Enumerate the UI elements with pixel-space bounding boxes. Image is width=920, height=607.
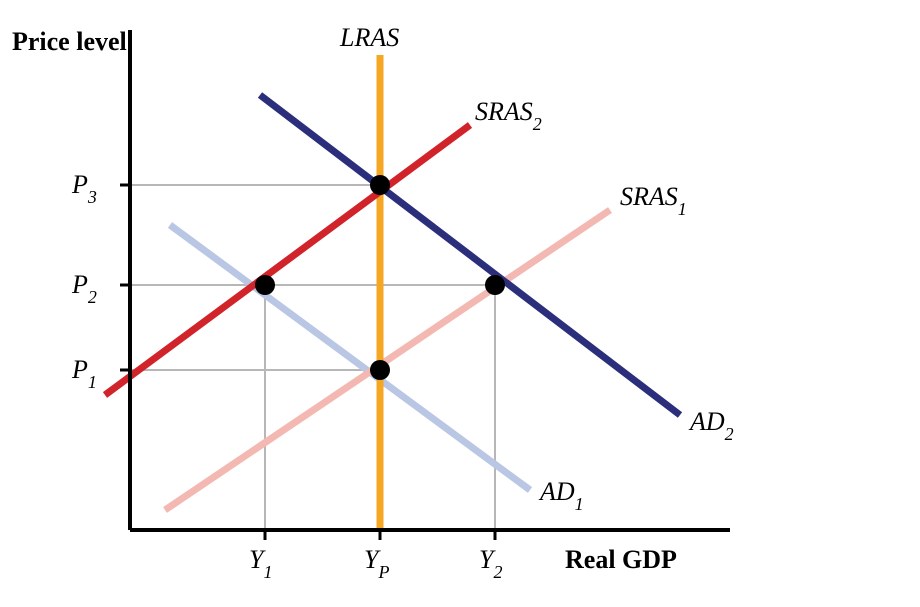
y-axis-label: Price level <box>12 27 127 56</box>
point-Yp_P1 <box>370 360 390 380</box>
x-axis-label: Real GDP <box>565 545 677 574</box>
point-Yp_P3 <box>370 175 390 195</box>
point-Y2_P2 <box>485 275 505 295</box>
lras-label: LRAS <box>339 23 399 52</box>
point-Y1_P2 <box>255 275 275 295</box>
asad-diagram: Price levelReal GDPY1YPY2P1P2P3LRASSRAS1… <box>0 0 920 607</box>
chart-bg <box>0 0 920 607</box>
